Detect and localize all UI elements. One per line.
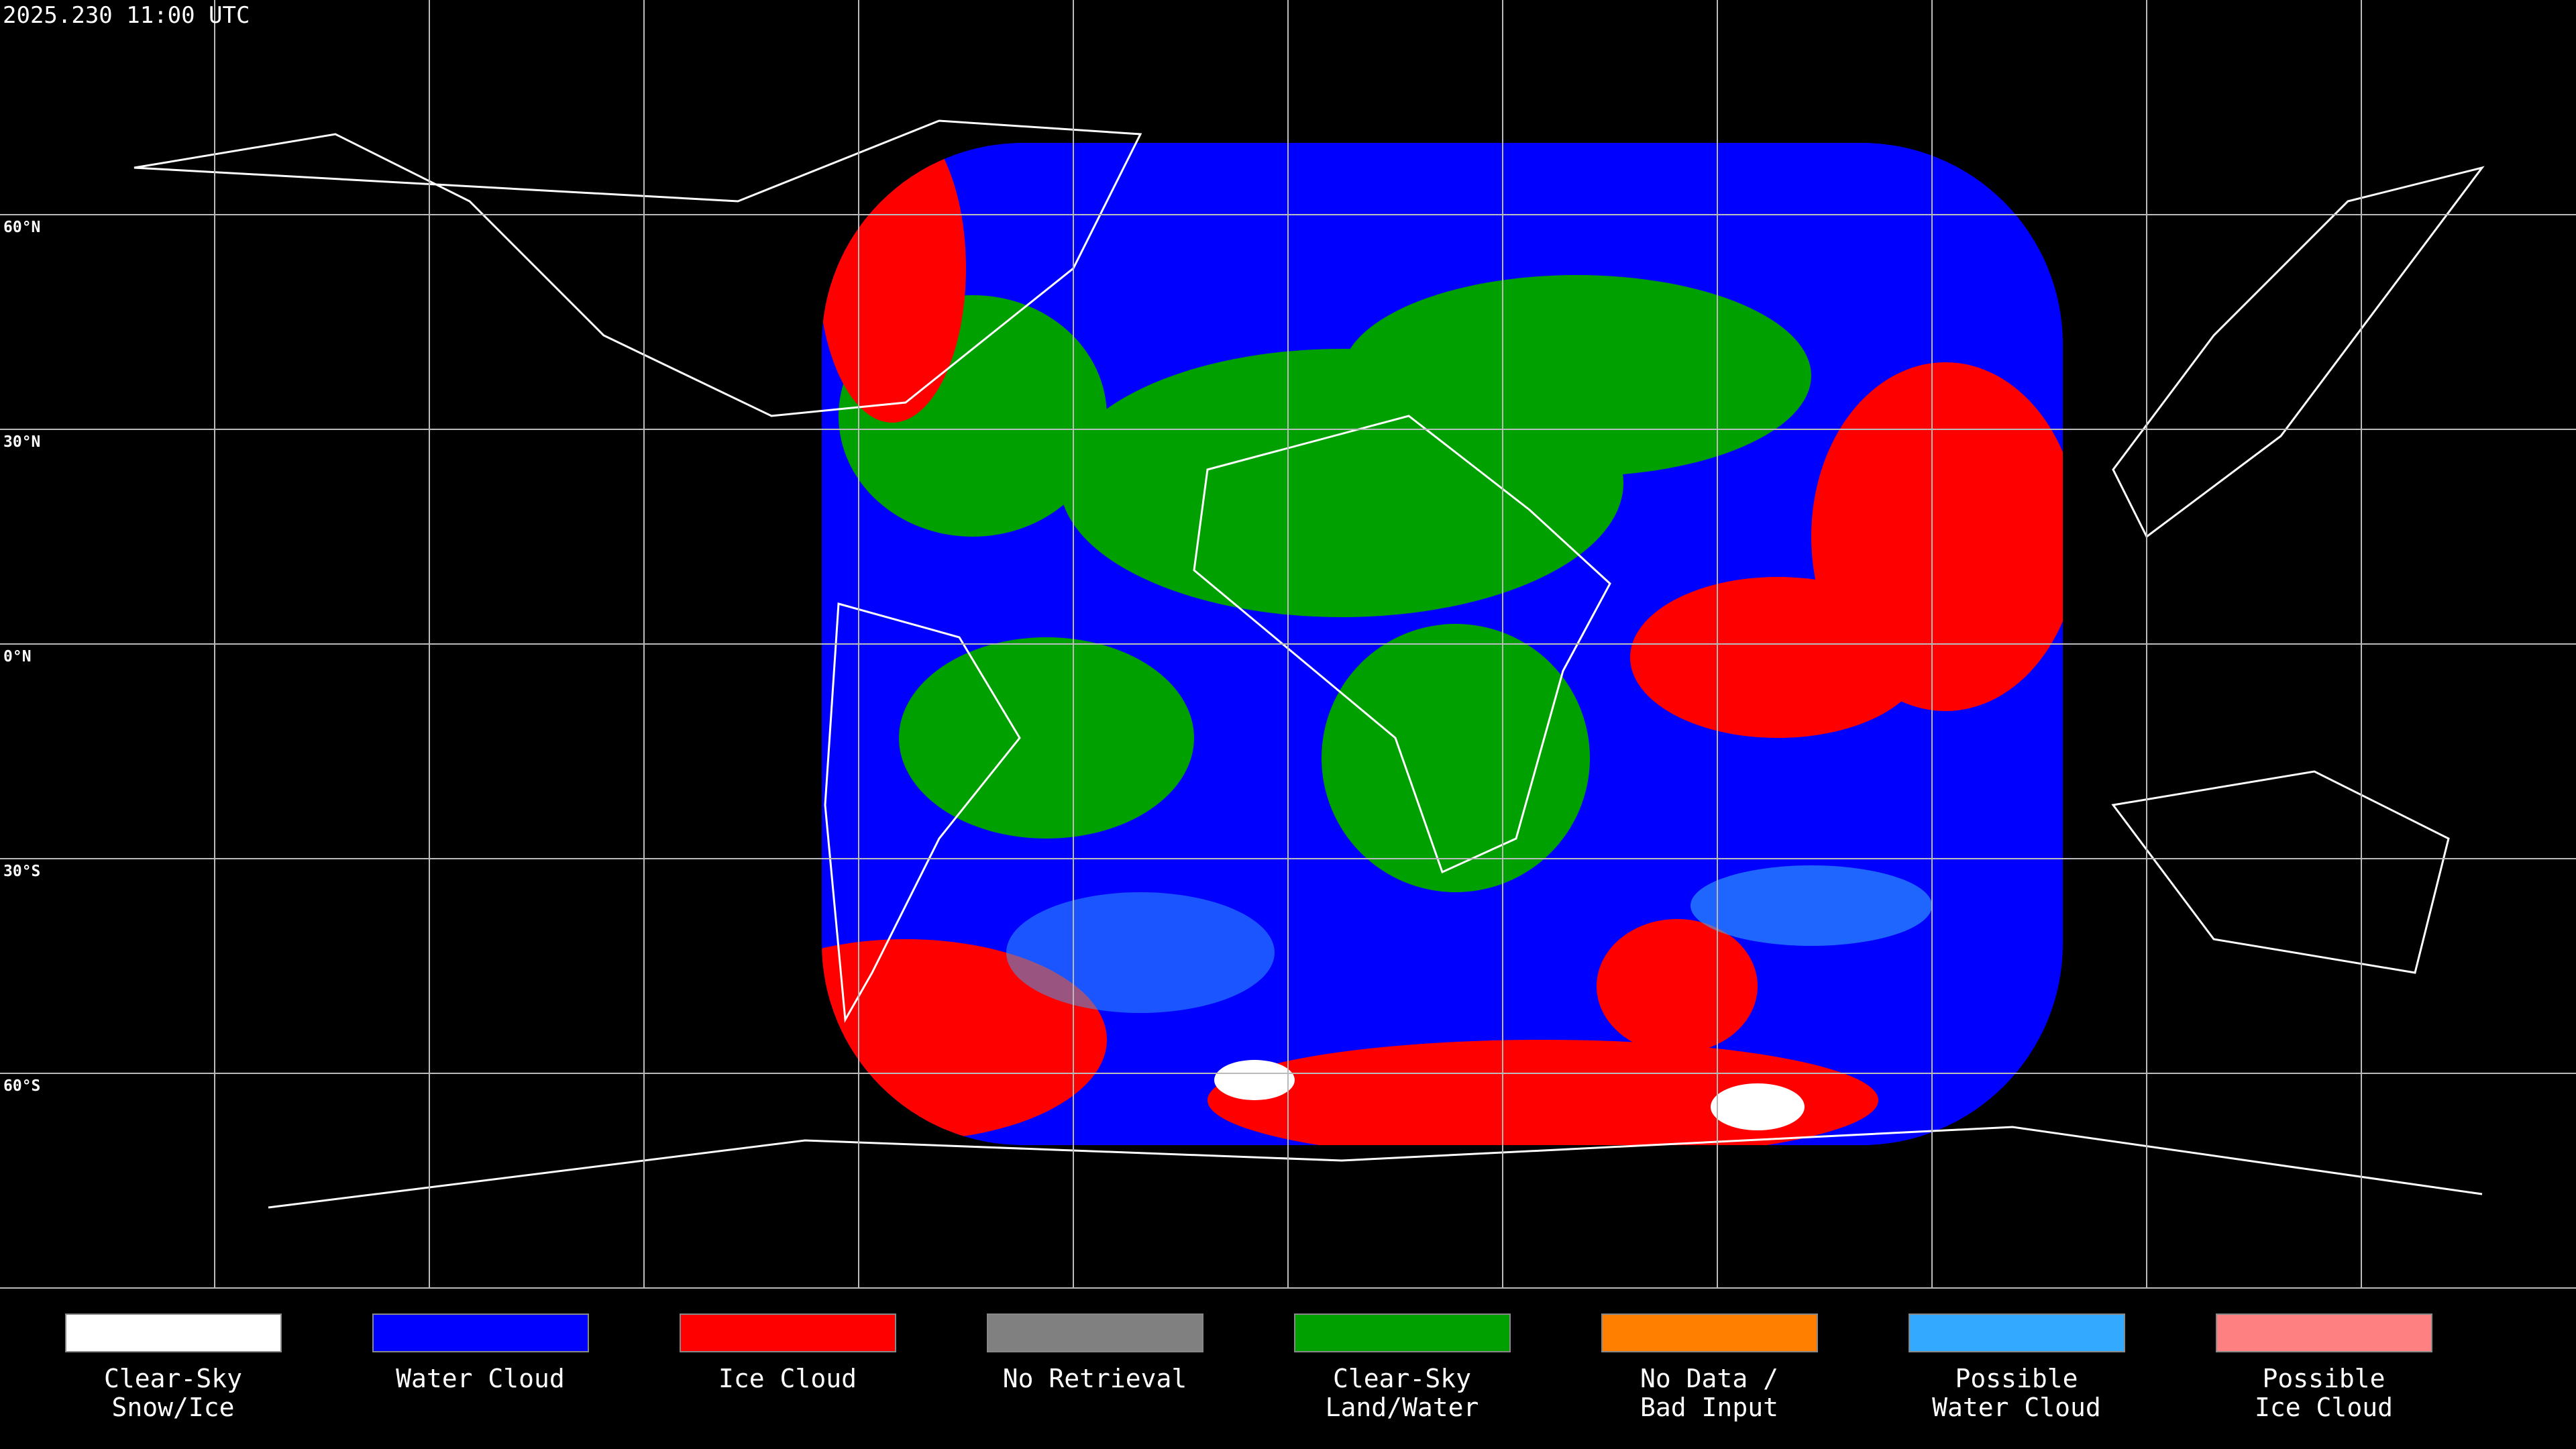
legend-label: Possible xyxy=(2262,1364,2385,1393)
legend-label: Possible xyxy=(1955,1364,2078,1393)
legend-swatch xyxy=(65,1313,282,1352)
timestamp: 2025.230 11:00 UTC xyxy=(3,2,250,29)
legend-label: Bad Input xyxy=(1640,1393,1778,1422)
graticule xyxy=(0,0,2576,1289)
latitude-labels: 60°N 30°N 0°N 30°S 60°S xyxy=(3,219,40,1095)
legend-swatch xyxy=(987,1313,1203,1352)
legend-label: Clear-Sky xyxy=(1333,1364,1471,1393)
legend-swatch xyxy=(1601,1313,1818,1352)
latitude-label: 60°S xyxy=(3,1077,40,1095)
latitude-label: 30°S xyxy=(3,863,40,880)
satellite-disk xyxy=(822,143,2063,1145)
legend-swatch xyxy=(1294,1313,1511,1352)
legend-label: Ice Cloud xyxy=(2255,1393,2393,1422)
legend-swatch xyxy=(2216,1313,2432,1352)
legend-label: Clear-Sky xyxy=(104,1364,242,1393)
latitude-label: 60°N xyxy=(3,219,40,236)
legend-label: Land/Water xyxy=(1326,1393,1479,1422)
latitude-label: 0°N xyxy=(3,648,32,665)
legend-swatch xyxy=(680,1313,896,1352)
legend-label: No Data / xyxy=(1640,1364,1778,1393)
legend-label: Water Cloud xyxy=(396,1364,565,1393)
legend-label: Snow/Ice xyxy=(111,1393,234,1422)
legend-swatch xyxy=(372,1313,589,1352)
legend-label: No Retrieval xyxy=(1003,1364,1187,1393)
legend-label: Water Cloud xyxy=(1932,1393,2101,1422)
latitude-label: 30°N xyxy=(3,433,40,451)
legend-swatch xyxy=(1909,1313,2125,1352)
legend-label: Ice Cloud xyxy=(718,1364,857,1393)
